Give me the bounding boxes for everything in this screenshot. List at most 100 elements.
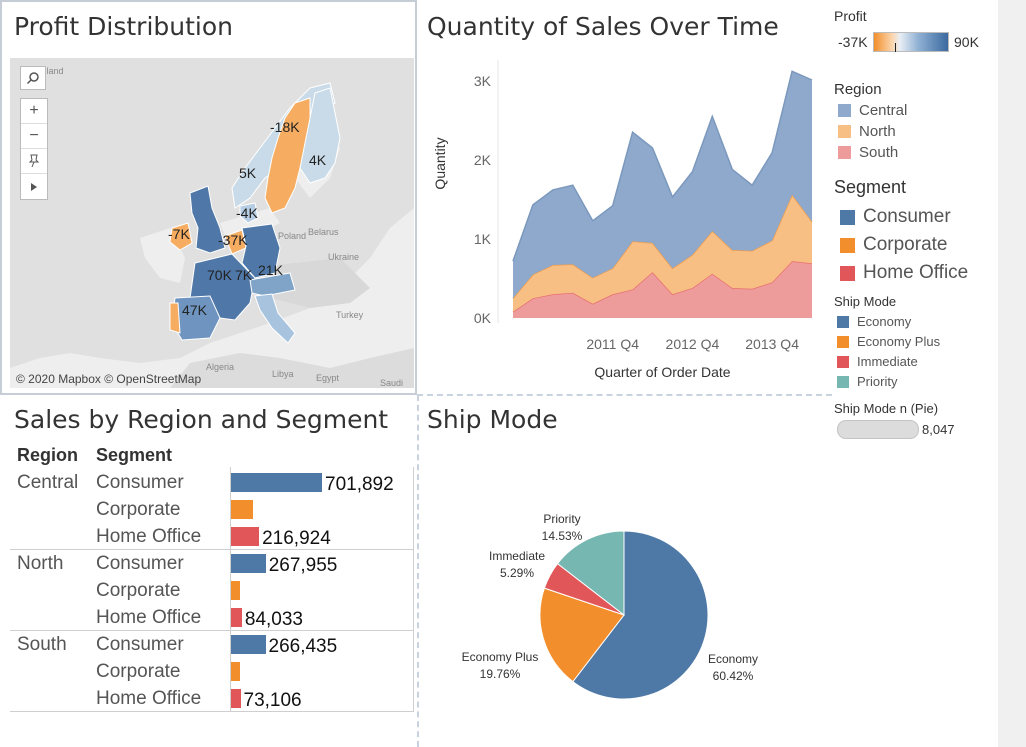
row-segment-label: Consumer bbox=[96, 634, 184, 655]
segment-legend-swatch bbox=[840, 209, 855, 225]
map-value-sweden: -18K bbox=[270, 119, 300, 135]
sales-bar[interactable] bbox=[231, 689, 241, 708]
sales-bar[interactable] bbox=[231, 527, 260, 546]
sales-bar[interactable] bbox=[231, 662, 241, 681]
map-toolbar: + − bbox=[20, 66, 48, 200]
geo-label-turkey: Turkey bbox=[336, 310, 364, 320]
table-right-border bbox=[413, 467, 414, 711]
divider-vertical bbox=[417, 395, 419, 747]
region-legend-label: North bbox=[859, 123, 896, 140]
y-tick-label: 0K bbox=[474, 310, 492, 326]
ship-mode-title: Ship Mode bbox=[427, 405, 558, 434]
divider-horizontal bbox=[417, 394, 832, 396]
table-row-divider bbox=[10, 630, 414, 631]
y-tick-label: 2K bbox=[474, 152, 492, 168]
pie-slice-label: Priority 14.53% bbox=[542, 511, 583, 545]
map-title: Profit Distribution bbox=[14, 12, 234, 41]
row-segment-label: Home Office bbox=[96, 607, 202, 628]
region-legend-item[interactable]: South bbox=[838, 144, 898, 161]
map-value-austria: 21K bbox=[258, 262, 283, 278]
segment-legend-item[interactable]: Consumer bbox=[840, 206, 951, 228]
area-line-south bbox=[512, 260, 813, 313]
sales-bar[interactable] bbox=[231, 500, 254, 519]
pie-slice-label: Economy 60.42% bbox=[708, 651, 758, 685]
pie-slice-category: Priority bbox=[543, 512, 581, 526]
pie-slice-category: Immediate bbox=[488, 549, 546, 563]
sales-bar[interactable] bbox=[231, 581, 240, 600]
pin-button[interactable] bbox=[21, 149, 47, 174]
area-chart-title: Quantity of Sales Over Time bbox=[427, 12, 779, 41]
col-header-region[interactable]: Region bbox=[17, 445, 78, 465]
map-value-denmark: -4K bbox=[236, 205, 258, 221]
area-chart[interactable]: 0K 1K 2K 3K 2011 Q4 2012 Q4 2013 Q4 Quarter of … bbox=[425, 55, 825, 395]
pie-slice-economy bbox=[572, 530, 709, 700]
sales-table-title: Sales by Region and Segment bbox=[14, 405, 389, 434]
sales-bar-value: 267,955 bbox=[268, 555, 338, 576]
shipmode-legend-item[interactable]: Immediate bbox=[837, 354, 918, 369]
shipmode-legend-swatch bbox=[837, 375, 849, 388]
shipmode-legend-item[interactable]: Priority bbox=[837, 374, 897, 389]
pie-slice-priority bbox=[556, 530, 625, 617]
row-segment-label: Corporate bbox=[96, 661, 181, 682]
shipmode-legend-item[interactable]: Economy Plus bbox=[837, 334, 940, 349]
geo-label-saudi: Saudi bbox=[380, 378, 404, 388]
col-header-segment[interactable]: Segment bbox=[96, 445, 173, 465]
row-segment-label: Corporate bbox=[96, 580, 181, 601]
pie-size-legend-title: Ship Mode n (Pie) bbox=[834, 401, 939, 416]
segment-legend-item[interactable]: Home Office bbox=[840, 262, 968, 284]
pie-slice-label: Economy Plus 19.76% bbox=[462, 649, 539, 683]
map-value-netherlands: -37K bbox=[218, 232, 248, 248]
sales-bar[interactable] bbox=[231, 635, 266, 654]
sales-bar[interactable] bbox=[231, 554, 266, 573]
geo-label-finland: Finland bbox=[34, 66, 64, 76]
profit-map[interactable] bbox=[10, 58, 414, 388]
segment-legend-label: Consumer bbox=[863, 206, 951, 227]
pin-icon bbox=[28, 154, 40, 168]
geo-label-egypt: Egypt bbox=[316, 373, 340, 383]
segment-legend-label: Home Office bbox=[863, 262, 969, 283]
pie-slice-percent: 19.76% bbox=[479, 667, 521, 681]
zoom-in-button[interactable]: + bbox=[21, 99, 47, 124]
region-legend-item[interactable]: Central bbox=[838, 102, 907, 119]
region-legend-item[interactable]: North bbox=[838, 123, 896, 140]
shipmode-legend-title: Ship Mode bbox=[834, 294, 897, 309]
expand-button[interactable] bbox=[21, 174, 47, 199]
shipmode-legend-swatch bbox=[837, 355, 849, 368]
sales-bar-value: 84,033 bbox=[244, 609, 304, 630]
map-value-spain: 47K bbox=[182, 302, 207, 318]
area-central bbox=[513, 71, 812, 299]
map-value-ireland: -7K bbox=[168, 226, 190, 242]
sales-bar[interactable] bbox=[231, 608, 242, 627]
segment-legend-item[interactable]: Corporate bbox=[840, 234, 948, 256]
region-legend-label: South bbox=[859, 144, 899, 161]
y-axis-label: Quantity bbox=[432, 137, 448, 189]
map-value-norway: 5K bbox=[239, 165, 257, 181]
map-value-france: 70K bbox=[207, 267, 232, 283]
row-segment-label: Consumer bbox=[96, 472, 184, 493]
shipmode-legend-label: Economy Plus bbox=[857, 334, 941, 349]
map-search-button[interactable] bbox=[20, 66, 46, 90]
x-tick-label: 2012 Q4 bbox=[666, 336, 720, 352]
shipmode-legend-item[interactable]: Economy bbox=[837, 314, 911, 329]
play-icon bbox=[31, 182, 37, 191]
row-segment-label: Home Office bbox=[96, 526, 202, 547]
map-credit[interactable]: © 2020 Mapbox © OpenStreetMap bbox=[16, 372, 202, 386]
pie-size-legend-value: 8,047 bbox=[922, 422, 955, 437]
pie-slice-label: Immediate 5.29% bbox=[489, 548, 545, 582]
map-value-finland: 4K bbox=[309, 152, 327, 168]
ship-mode-pie[interactable] bbox=[470, 480, 770, 740]
shipmode-legend-label: Priority bbox=[857, 374, 898, 389]
profit-legend-ramp[interactable] bbox=[873, 32, 949, 52]
zoom-out-icon: − bbox=[29, 127, 39, 144]
geo-label-algeria: Algeria bbox=[206, 362, 235, 372]
y-tick-label: 3K bbox=[474, 73, 492, 89]
sales-bar[interactable] bbox=[231, 473, 322, 492]
table-row-divider bbox=[10, 711, 414, 712]
pie-size-legend-bar[interactable] bbox=[837, 420, 919, 439]
x-tick-label: 2013 Q4 bbox=[745, 336, 799, 352]
profit-legend-zero-marker bbox=[895, 43, 896, 52]
zoom-out-button[interactable]: − bbox=[21, 124, 47, 149]
search-icon bbox=[26, 72, 39, 85]
profit-legend-max: 90K bbox=[954, 34, 979, 50]
map-zoom-controls: + − bbox=[20, 98, 48, 200]
